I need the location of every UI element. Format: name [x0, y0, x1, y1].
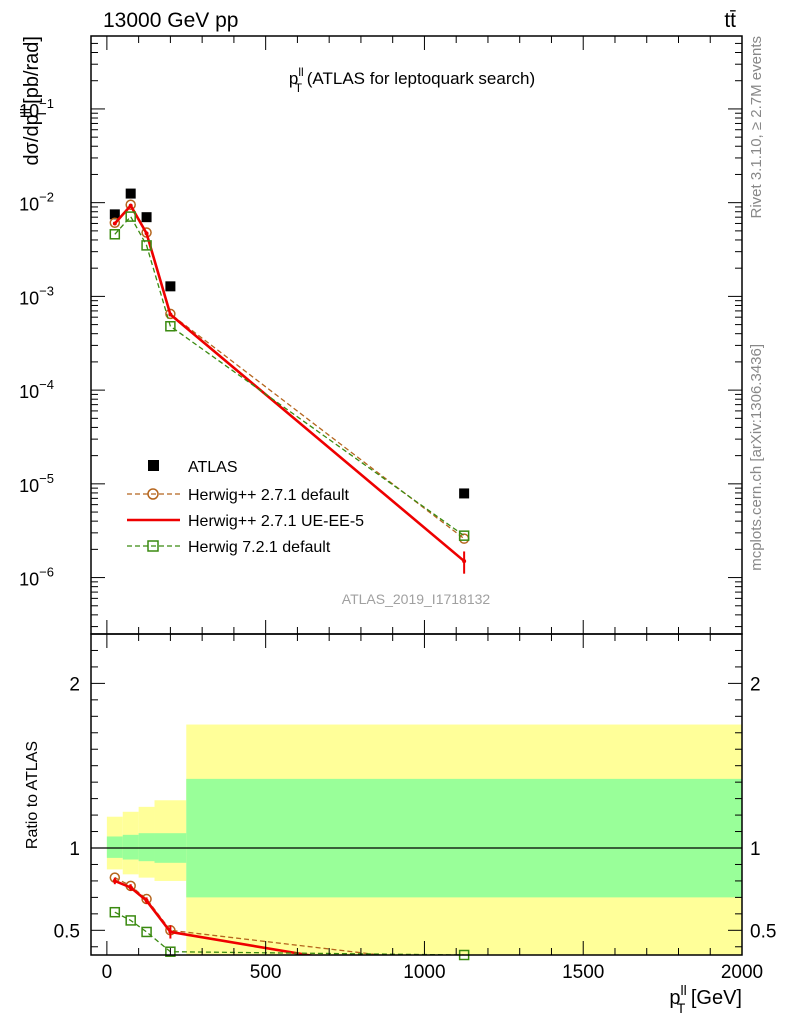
x-axis-label: pll T [GeV]: [669, 982, 742, 1016]
main-atlas-point: [459, 488, 470, 499]
main-plot-title: pll T (ATLAS for leptoquark search): [289, 65, 535, 95]
ratio-herwig7-point: [141, 926, 152, 938]
main-herwigpp-ueee5-point: [128, 203, 133, 208]
ratio-line-dashed-circle: [114, 877, 386, 955]
main-herwig7-point: [141, 240, 152, 251]
main-herwigpp-ueee5-point: [462, 559, 467, 564]
ratio-line-dashed-square: [114, 911, 465, 955]
main-line-dashed-square: [114, 215, 465, 537]
ratio-y-tick-label-left: 2: [69, 674, 80, 695]
main-herwigpp-default-point: [109, 217, 121, 229]
ratio-inner-band: [106, 836, 123, 858]
main-line-solid: [113, 203, 465, 563]
main-y-tick-label: 10−1: [19, 96, 54, 121]
ratio-y-tick-label-left: 0.5: [54, 921, 80, 942]
ratio-herwigpp-ueee5-point: [144, 898, 149, 903]
main-atlas-point: [125, 188, 136, 199]
main-herwigpp-ueee5-point: [112, 221, 117, 226]
main-herwigpp-default-point: [165, 308, 176, 320]
main-y-tick-label: 10−3: [19, 283, 54, 308]
main-y-tick-label: 10−4: [19, 377, 54, 402]
main-atlas-point: [109, 209, 120, 220]
main-herwig7-point: [458, 530, 470, 541]
ratio-y-tick-label-right: 1: [750, 839, 761, 860]
ratio-inner-band: [122, 834, 139, 860]
legend: ATLAS Herwig++ 2.7.1 default Herwig++ 2.7.…: [127, 459, 364, 556]
main-y-axis-label: dσ/dpllT [pb/rad]: [17, 36, 49, 165]
ratio-herwigpp-ueee5-point: [128, 885, 133, 890]
main-y-tick-label: 10−6: [19, 565, 54, 590]
x-tick-label: 500: [250, 962, 282, 983]
ratio-inner-band: [186, 778, 742, 898]
main-herwigpp-default-point: [125, 199, 136, 210]
main-atlas-point: [165, 281, 176, 292]
x-tick-label: 1500: [562, 962, 604, 983]
ratio-herwigpp-ueee5-point: [112, 878, 117, 883]
ratio-y-tick-label-left: 1: [69, 839, 80, 860]
mcplots-credit-label: mcplots.cern.ch [arXiv:1306.3436]: [748, 344, 765, 571]
x-tick-label: 0: [102, 962, 113, 983]
main-herwigpp-default-point: [458, 533, 470, 544]
main-herwig7-point: [125, 211, 136, 222]
main-y-tick-label: 10−2: [19, 190, 54, 215]
ratio-y-axis-label: Ratio to ATLAS: [24, 741, 41, 849]
legend-label: Herwig 7.2.1 default: [188, 539, 331, 556]
ratio-frame: [90, 633, 743, 956]
ratio-herwig7-point: [165, 946, 176, 957]
ratio-y-tick-label-right: 0.5: [750, 921, 776, 942]
main-atlas-point: [141, 212, 152, 223]
rivet-version-label: Rivet 3.1.10, ≥ 2.7M events: [748, 36, 765, 219]
ratio-y-tick-label-right: 2: [750, 674, 761, 695]
main-panel: 10−1 10−2 10−3 10−4 10−5 10−6 pll T (ATLAS for…: [17, 35, 743, 635]
legend-label: Herwig++ 2.7.1 default: [188, 487, 350, 504]
main-herwigpp-ueee5-point: [144, 231, 149, 236]
ratio-herwig7-point: [109, 906, 121, 918]
x-tick-label: 1000: [403, 962, 445, 983]
legend-label: ATLAS: [188, 459, 238, 476]
ratio-herwig7-point: [125, 915, 136, 926]
legend-marker-circle: [147, 488, 159, 500]
main-y-tick-label: 10−5: [19, 471, 54, 496]
main-herwig7-point: [109, 229, 121, 240]
process-label: tt̄: [724, 9, 736, 32]
watermark-label: ATLAS_2019_I1718132: [342, 591, 491, 607]
legend-marker-atlas: [148, 460, 159, 471]
x-tick-label: 2000: [721, 962, 763, 983]
ratio-herwigpp-ueee5-point: [168, 929, 173, 934]
legend-marker-square: [147, 540, 159, 552]
ratio-panel: 0.5 0.5 1 1 2 2 0 500 1000 1500 2000 Ratio to ATLA…: [24, 633, 776, 1016]
main-herwigpp-ueee5-point: [168, 312, 173, 317]
energy-label: 13000 GeV pp: [103, 9, 238, 32]
main-herwig7-point: [165, 321, 176, 332]
ratio-inner-band: [138, 833, 155, 862]
legend-label: Herwig++ 2.7.1 UE-EE-5: [188, 513, 364, 530]
